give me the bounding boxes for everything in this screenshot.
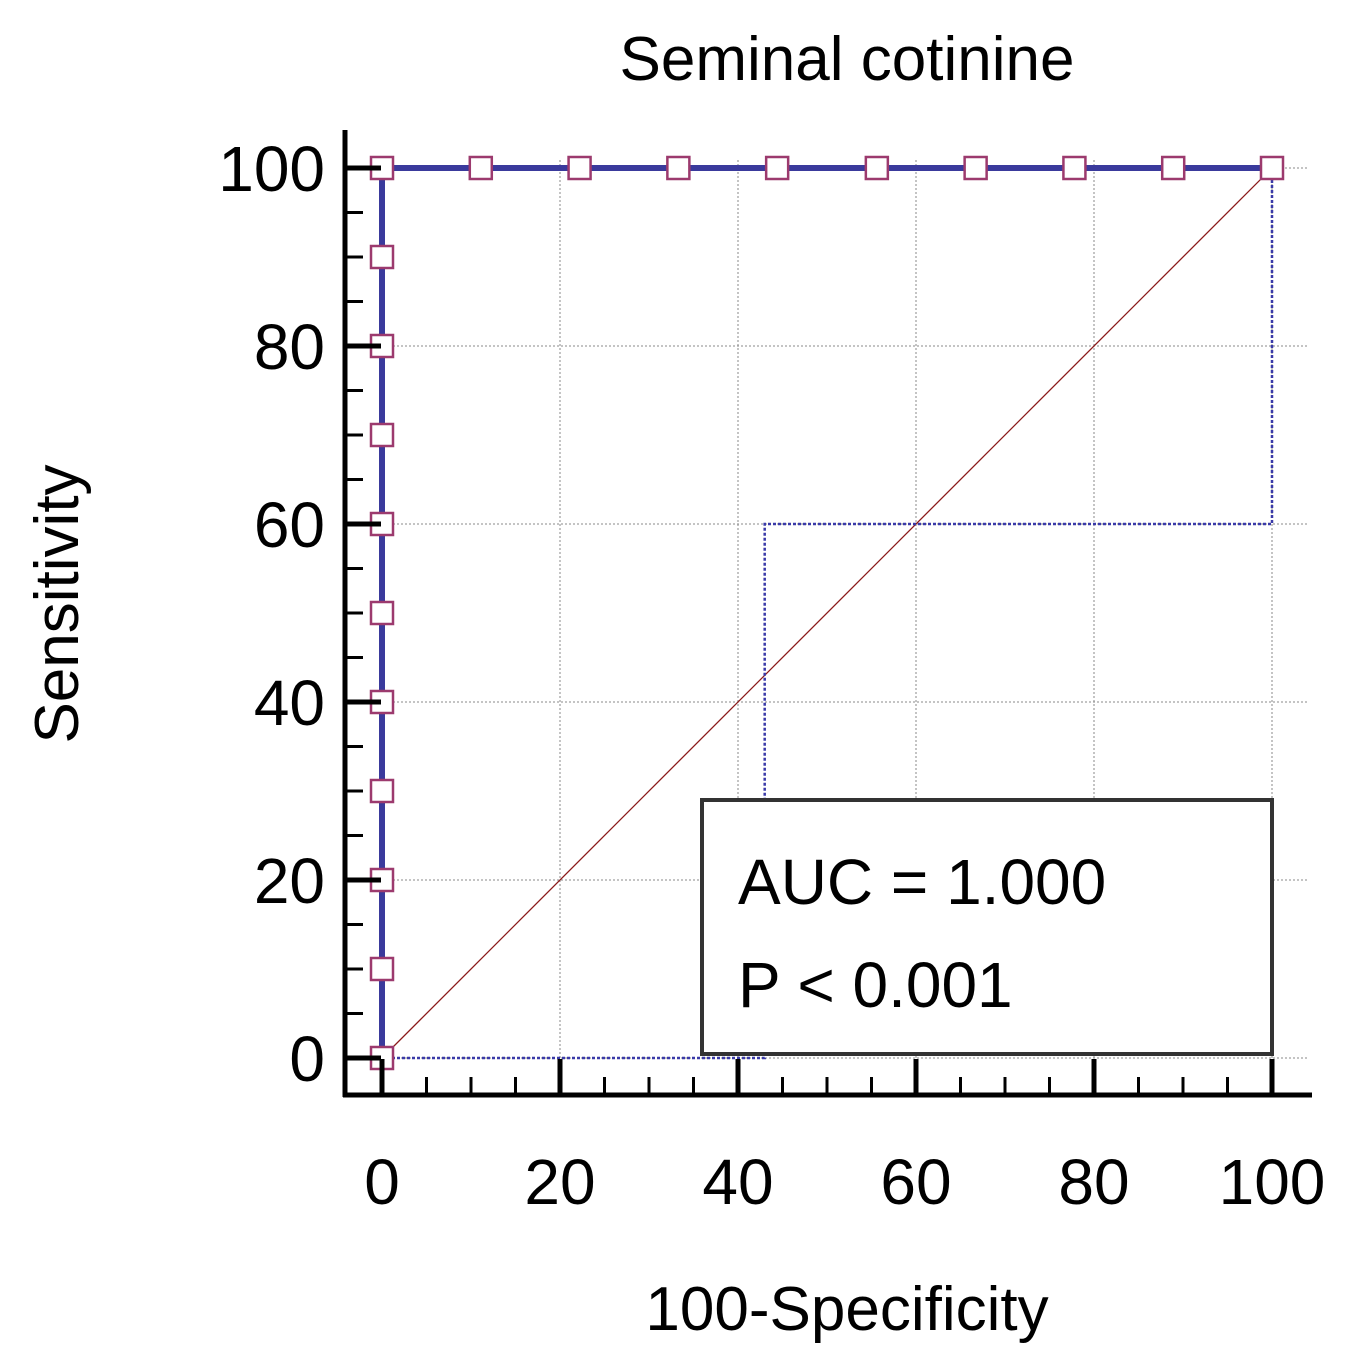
x-axis-label: 100-Specificity (645, 1275, 1048, 1344)
roc-point-marker (864, 155, 890, 181)
auc-text: AUC = 1.000 (738, 846, 1106, 918)
roc-point-marker (764, 155, 790, 181)
roc-curve-line (379, 165, 1272, 1058)
reference-diagonal-line (381, 167, 1273, 1059)
y-tick-label: 80 (254, 311, 325, 383)
series-layer (369, 155, 1285, 1071)
roc-point-marker (1259, 155, 1285, 181)
axes: 0 20 40 60 80 100 0 20 40 60 80 100 (218, 130, 1325, 1218)
y-axis-label: Sensitivity (23, 464, 92, 743)
x-tick-label: 80 (1058, 1146, 1129, 1218)
y-tick-label: 60 (254, 489, 325, 561)
roc-point-marker (468, 155, 494, 181)
y-tick-label: 40 (254, 667, 325, 739)
roc-point-marker (567, 155, 592, 181)
x-tick-label: 100 (1219, 1146, 1326, 1218)
stats-box-frame (700, 798, 1274, 1056)
roc-point-marker (369, 600, 395, 626)
roc-point-marker (369, 956, 395, 982)
chart-title: Seminal cotinine (620, 25, 1075, 94)
y-tick-label: 100 (218, 133, 325, 205)
roc-point-marker (369, 422, 395, 448)
x-tick-label: 40 (702, 1146, 773, 1218)
roc-point-marker (666, 155, 691, 181)
stats-box: AUC = 1.000 P < 0.001 (700, 798, 1274, 1056)
roc-point-marker (963, 155, 988, 181)
x-tick-label: 20 (524, 1146, 595, 1218)
roc-point-marker (369, 778, 395, 804)
x-tick-label: 60 (880, 1146, 951, 1218)
roc-point-marker (1062, 155, 1087, 181)
roc-point-marker (1160, 155, 1186, 181)
confidence-bound-line (382, 168, 1274, 1060)
p-value-text: P < 0.001 (738, 949, 1013, 1021)
y-tick-label: 0 (289, 1023, 325, 1095)
y-tick-label: 20 (254, 845, 325, 917)
x-tick-label: 0 (364, 1146, 400, 1218)
roc-point-marker (369, 244, 395, 270)
